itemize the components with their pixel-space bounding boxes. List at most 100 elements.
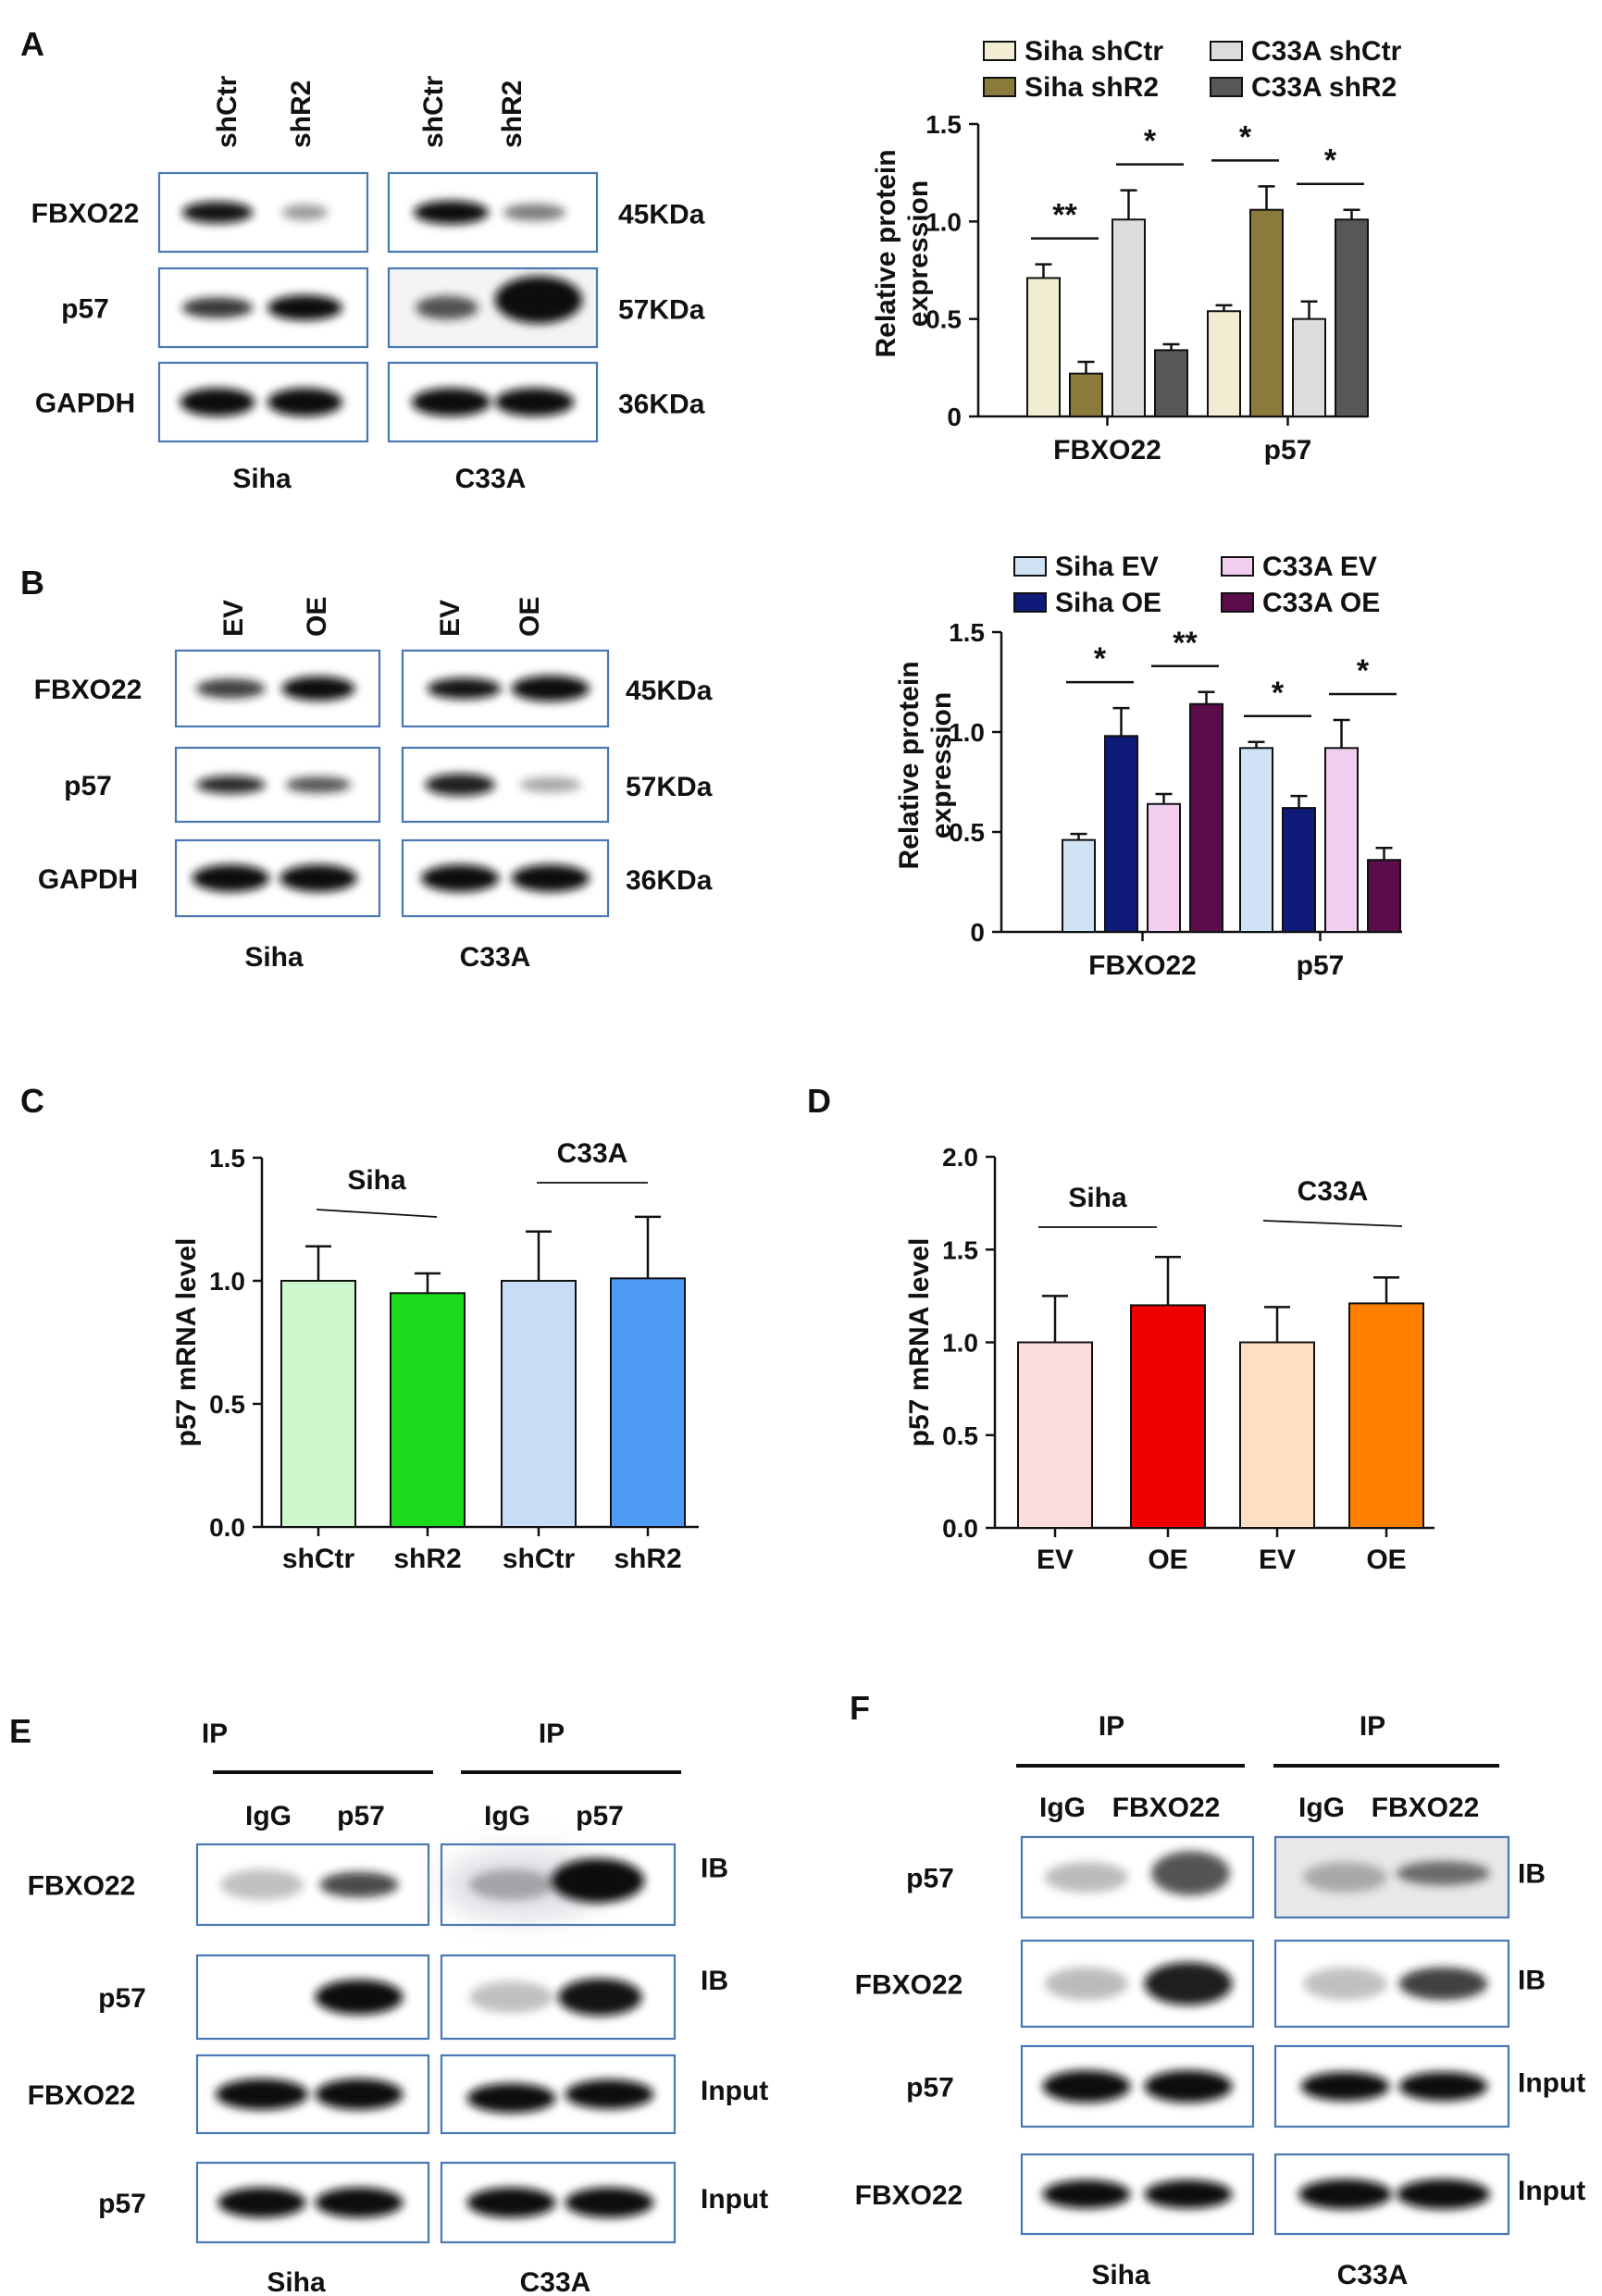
blot-box (174, 649, 381, 728)
legend-swatch (1013, 592, 1047, 613)
cell-label: Siha (244, 942, 304, 973)
bar (1282, 807, 1316, 934)
bar (1207, 310, 1241, 417)
lane-label: IgG (1039, 1793, 1086, 1823)
blot-band (1144, 2179, 1233, 2209)
lane-label: shCtr (212, 75, 242, 148)
x-tick-label: shR2 (614, 1544, 681, 1574)
size-label: 45KDa (626, 676, 713, 706)
blot-box (1273, 1835, 1510, 1919)
row-label: GAPDH (35, 389, 135, 419)
blot-box (195, 1843, 430, 1927)
legend-swatch (1210, 77, 1243, 97)
size-label: 36KDa (626, 865, 713, 896)
blot-frame (440, 1843, 677, 1927)
x-tick-label: FBXO22 (1088, 950, 1197, 981)
legend-swatch (1221, 592, 1254, 613)
group-label: Siha (1068, 1183, 1127, 1213)
y-axis-label: p57 mRNA level (171, 1238, 202, 1447)
cell-label: C33A (520, 2267, 591, 2296)
y-tick-label: 1.0 (942, 1329, 978, 1358)
blot-frame (157, 361, 369, 443)
blot-band (1042, 2070, 1131, 2103)
bar (1335, 218, 1369, 417)
y-tick-label: 1.5 (949, 618, 985, 647)
row-label: p57 (906, 2073, 954, 2104)
lane-label: p57 (576, 1801, 624, 1831)
legend-label: Siha EV (1055, 552, 1159, 582)
blot-band (281, 676, 355, 701)
y-tick-label: 1.5 (209, 1144, 245, 1173)
blot-band (192, 864, 270, 892)
blot-frame (195, 2161, 430, 2244)
bar (1324, 747, 1359, 934)
blot-box (1273, 2044, 1510, 2128)
blot-box (195, 2161, 430, 2244)
bar (1249, 208, 1284, 417)
blot-band (511, 676, 590, 701)
significance-label: * (1272, 676, 1285, 711)
blot-band (1397, 2178, 1490, 2210)
lane-label: IgG (484, 1801, 530, 1831)
y-axis-label: expression (926, 692, 957, 838)
blot-frame (1273, 1939, 1510, 2029)
chart-D: 0.0 0.5 1.0 1.5 2.0 p57 mRNA level EV OE EV OE Sih… (904, 1143, 1434, 1575)
blot-frame (387, 171, 599, 254)
blot-box (387, 267, 599, 349)
blot-box (440, 1843, 677, 1927)
blot-box (401, 746, 610, 824)
blot-frame (1273, 2044, 1510, 2128)
blot-frame (401, 838, 610, 918)
x-tick-label: shCtr (503, 1544, 576, 1574)
blot-band (285, 776, 352, 793)
panel-letter-B: B (20, 564, 44, 602)
x-tick-label: OE (1366, 1545, 1406, 1575)
blot-band (494, 388, 575, 416)
y-tick-label: 1.0 (949, 718, 985, 747)
x-tick-label: FBXO22 (1053, 435, 1161, 465)
bar (1017, 1341, 1093, 1529)
y-tick-label: 1.5 (942, 1235, 978, 1264)
y-tick-label: 0.5 (942, 1421, 978, 1450)
blot-frame (1020, 2153, 1255, 2236)
legend-label: Siha shCtr (1025, 36, 1163, 67)
row-label: FBXO22 (28, 1871, 136, 1902)
blot-frame (157, 267, 369, 349)
x-tick-label: p57 (1264, 435, 1312, 465)
blot-box (174, 746, 381, 824)
blot-frame (195, 1954, 430, 2041)
row-label: FBXO22 (31, 199, 140, 230)
blot-band (1042, 2179, 1131, 2209)
lane-label: EV (435, 600, 466, 637)
size-label: 57KDa (618, 295, 705, 326)
significance-label: ** (1052, 198, 1077, 233)
row-label: FBXO22 (855, 2180, 963, 2211)
group-label: Siha (347, 1165, 406, 1196)
group-line (316, 1209, 438, 1218)
blot-band (425, 774, 495, 796)
blot-band (180, 388, 255, 416)
cell-label: Siha (232, 464, 292, 494)
blot-band (558, 1978, 642, 2017)
y-tick-label: 0 (947, 403, 962, 431)
significance-label: * (1324, 143, 1337, 179)
legend-swatch (1013, 556, 1047, 577)
blot-band (1303, 1967, 1387, 2001)
blot-box (1020, 2044, 1255, 2128)
blot-band (416, 295, 478, 320)
blot-band (1300, 2071, 1390, 2102)
blot-band (315, 2187, 404, 2218)
blot-frame (440, 2054, 677, 2135)
blot-frame (195, 2054, 430, 2135)
blot-frame (401, 649, 610, 728)
blot-box (440, 1954, 677, 2041)
bar (1069, 372, 1103, 417)
row-label: GAPDH (38, 864, 138, 895)
size-label: 36KDa (618, 390, 705, 420)
tag-label: IB (1518, 1966, 1546, 1996)
row-label: p57 (61, 294, 109, 325)
blot-band (1397, 1861, 1490, 1886)
blot-frame (440, 2161, 677, 2244)
group-line (1262, 1220, 1403, 1227)
tag-label: IB (701, 1966, 728, 1996)
